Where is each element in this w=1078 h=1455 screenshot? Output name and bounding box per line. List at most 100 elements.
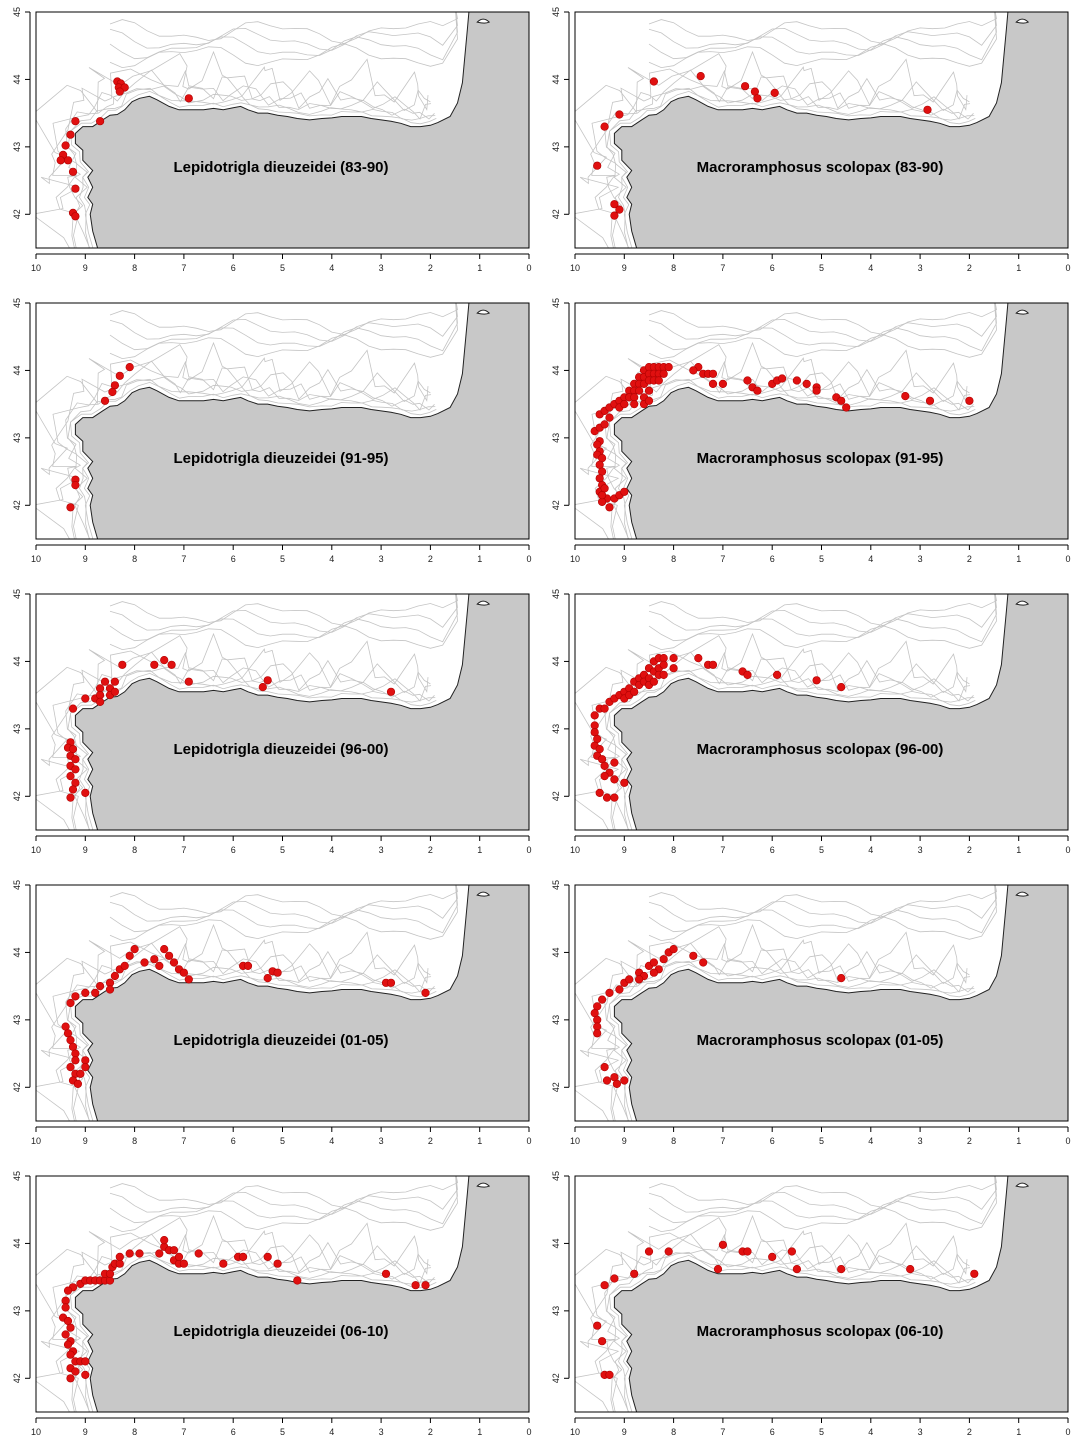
- occurrence-point: [125, 951, 134, 960]
- occurrence-point: [630, 399, 639, 409]
- occurrence-point: [649, 958, 658, 967]
- occurrence-point: [81, 788, 90, 797]
- x-tick-label: 6: [231, 1427, 236, 1437]
- y-tick-label: 43: [551, 433, 561, 443]
- x-tick-label: 2: [428, 1427, 433, 1437]
- occurrence-point: [615, 205, 624, 214]
- x-tick-label: 9: [83, 1427, 88, 1437]
- x-tick-label: 0: [1065, 554, 1070, 564]
- y-tick-label: 44: [12, 947, 22, 957]
- occurrence-point: [95, 697, 105, 706]
- occurrence-point: [63, 1340, 73, 1349]
- isobath-line: [648, 885, 997, 924]
- occurrence-point: [184, 94, 193, 103]
- occurrence-point: [659, 660, 668, 669]
- occurrence-point: [708, 379, 718, 388]
- occurrence-point: [602, 1076, 612, 1085]
- x-tick-label: 5: [280, 263, 285, 273]
- plot-frame: [35, 302, 530, 540]
- island: [476, 18, 491, 24]
- occurrence-point: [602, 793, 612, 802]
- isobath-line: [648, 1176, 997, 1225]
- occurrence-point: [699, 958, 708, 967]
- y-tick-label: 43: [12, 433, 22, 443]
- x-tick-label: 1: [1016, 845, 1021, 855]
- occurrence-point: [73, 1079, 82, 1088]
- map-title: Lepidotrigla dieuzeidei (83-90): [173, 159, 388, 176]
- y-tick-label: 44: [551, 947, 561, 957]
- y-tick-label: 42: [12, 500, 22, 510]
- x-tick-label: 5: [819, 1136, 824, 1146]
- x-tick-label: 9: [622, 554, 627, 564]
- y-tick-label: 43: [12, 142, 22, 152]
- island: [476, 1182, 491, 1188]
- x-tick-label: 4: [868, 1136, 873, 1146]
- occurrence-point: [81, 1056, 90, 1065]
- occurrence-point: [81, 694, 90, 703]
- occurrence-point: [110, 677, 119, 686]
- x-tick-label: 1: [1016, 263, 1021, 273]
- isobath-line: [52, 69, 432, 248]
- occurrence-point: [273, 1259, 282, 1268]
- occurrence-point: [219, 1259, 228, 1268]
- occurrence-point: [620, 487, 629, 496]
- occurrence-point: [115, 371, 124, 380]
- y-tick-label: 43: [551, 142, 561, 152]
- x-tick-label: 2: [967, 1136, 972, 1146]
- occurrence-point: [654, 376, 663, 385]
- plot-frame: [35, 884, 530, 1122]
- occurrence-point: [595, 788, 604, 797]
- occurrence-point: [837, 682, 846, 692]
- occurrence-point: [71, 1367, 80, 1376]
- x-tick-label: 2: [428, 845, 433, 855]
- occurrence-point: [71, 184, 80, 193]
- occurrence-point: [63, 1029, 73, 1038]
- occurrence-point: [184, 677, 193, 686]
- occurrence-point: [837, 1264, 846, 1274]
- map-panel: 10 9 8 7 6 5 4 3 2 1 0 42 43 44 45 Lepidotrigla dieuzei…: [0, 291, 539, 582]
- occurrence-point: [411, 1281, 420, 1290]
- x-tick-label: 6: [770, 1427, 775, 1437]
- land-mass: [613, 885, 1068, 1121]
- x-tick-label: 9: [622, 263, 627, 273]
- land-mass: [74, 303, 529, 539]
- occurrence-point: [115, 87, 124, 96]
- occurrence-point: [66, 1323, 75, 1332]
- occurrence-point: [63, 156, 73, 165]
- isobath-line: [648, 12, 997, 51]
- occurrence-point: [644, 396, 654, 405]
- occurrence-point: [649, 968, 658, 977]
- occurrence-point: [620, 778, 629, 787]
- x-tick-label: 2: [428, 263, 433, 273]
- island: [1015, 18, 1030, 24]
- x-tick-label: 9: [622, 1136, 627, 1146]
- isobath-line: [109, 885, 458, 934]
- isobath-line: [575, 341, 968, 539]
- x-tick-label: 10: [570, 263, 580, 273]
- occurrence-point: [110, 971, 119, 981]
- y-tick-label: 44: [12, 656, 22, 666]
- isobath-line: [648, 885, 997, 917]
- x-tick-label: 1: [477, 845, 482, 855]
- occurrence-point: [713, 1264, 723, 1274]
- occurrence-point: [115, 1259, 124, 1268]
- occurrence-point: [108, 387, 117, 397]
- land-mass: [613, 303, 1068, 539]
- isobath-line: [648, 594, 997, 633]
- y-tick-label: 42: [551, 791, 561, 801]
- occurrence-point: [61, 1296, 70, 1305]
- x-tick-label: 3: [379, 263, 384, 273]
- x-tick-label: 0: [526, 554, 531, 564]
- x-tick-label: 4: [329, 1136, 334, 1146]
- occurrence-point: [741, 82, 750, 91]
- occurrence-point: [386, 687, 396, 696]
- isobath-line: [591, 360, 971, 539]
- y-tick-label: 42: [12, 791, 22, 801]
- x-tick-label: 9: [83, 845, 88, 855]
- isobath-line: [109, 303, 458, 360]
- isobath-line: [109, 1176, 458, 1215]
- occurrence-point: [95, 690, 105, 700]
- isobath-line: [648, 594, 997, 651]
- map-title: Lepidotrigla dieuzeidei (06-10): [173, 1323, 388, 1340]
